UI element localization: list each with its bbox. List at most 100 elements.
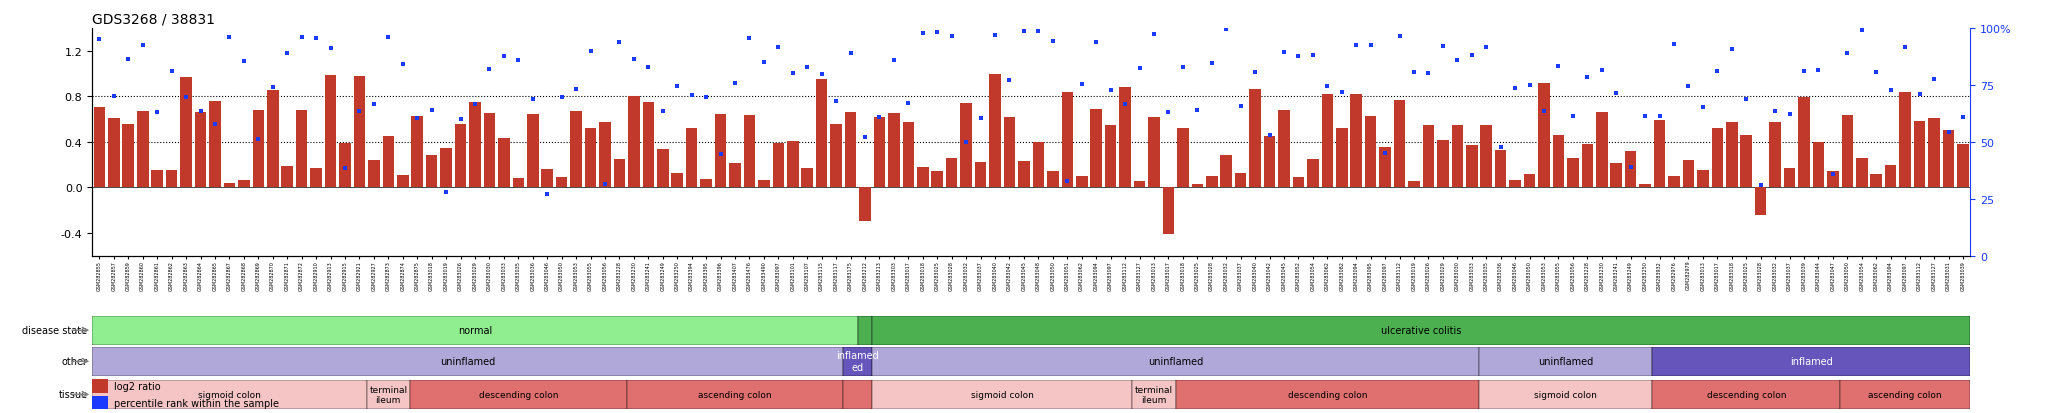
Bar [729, 163, 741, 188]
Point [602, 39, 635, 46]
Bar [1712, 129, 1722, 188]
Bar [1741, 135, 1751, 188]
Bar [872, 347, 1479, 376]
Bar [340, 143, 350, 188]
Bar [180, 78, 193, 188]
Bar [874, 118, 885, 188]
Bar [1292, 178, 1305, 188]
Bar [801, 169, 813, 188]
Point [1499, 86, 1532, 93]
Point [1094, 88, 1126, 94]
Bar [627, 380, 844, 409]
Point [573, 49, 606, 55]
Point [1817, 171, 1849, 178]
Point [1051, 179, 1083, 185]
Point [1253, 132, 1286, 138]
Bar [1321, 95, 1333, 188]
Text: descending colon: descending colon [1706, 390, 1786, 399]
Point [256, 85, 289, 91]
Bar [1552, 135, 1565, 188]
Bar [1178, 128, 1188, 188]
Point [299, 36, 332, 43]
Point [1759, 109, 1792, 115]
Text: other: other [61, 356, 88, 366]
Bar [166, 171, 178, 188]
Bar [643, 102, 653, 188]
Bar [1509, 180, 1522, 188]
Bar [1929, 119, 1939, 188]
Bar [903, 123, 913, 188]
Bar [858, 316, 872, 345]
Text: terminal
ileum: terminal ileum [1135, 385, 1174, 404]
Bar [860, 188, 870, 221]
Point [1008, 28, 1040, 35]
Bar [223, 184, 236, 188]
Point [1022, 29, 1055, 36]
Text: ulcerative colitis: ulcerative colitis [1380, 325, 1462, 335]
Text: ascending colon: ascending colon [698, 390, 772, 399]
Bar [815, 80, 827, 188]
Bar [369, 161, 379, 188]
Point [1182, 108, 1214, 114]
Point [545, 95, 578, 102]
Text: GDS3268 / 38831: GDS3268 / 38831 [92, 12, 215, 26]
Point [1513, 82, 1546, 89]
Bar [483, 114, 496, 188]
Point [1427, 44, 1460, 50]
Text: inflamed: inflamed [1790, 356, 1833, 366]
Point [762, 44, 795, 51]
Point [285, 35, 317, 42]
Point [719, 81, 752, 88]
Bar [1004, 117, 1016, 188]
Text: uninflamed: uninflamed [1149, 356, 1204, 366]
Bar [1335, 128, 1348, 188]
Bar [1090, 109, 1102, 188]
Point [1788, 68, 1821, 75]
Point [1831, 50, 1864, 57]
Bar [1249, 90, 1262, 188]
Bar [281, 166, 293, 188]
Bar [1264, 136, 1276, 188]
Point [127, 42, 160, 49]
Bar [1364, 117, 1376, 188]
Point [1903, 92, 1935, 98]
Text: inflamed
ed: inflamed ed [836, 351, 879, 372]
Point [1888, 44, 1921, 51]
Bar [1841, 116, 1853, 188]
Point [213, 35, 246, 41]
Point [705, 151, 737, 158]
Bar [700, 180, 713, 188]
Bar [1595, 113, 1608, 188]
Bar [1581, 145, 1593, 188]
Bar [1698, 170, 1708, 188]
Point [358, 102, 391, 108]
Bar [541, 170, 553, 188]
Point [1688, 105, 1720, 112]
Bar [1438, 141, 1448, 188]
Point [848, 134, 881, 141]
Bar [195, 113, 207, 188]
Point [633, 65, 666, 71]
Bar [426, 155, 438, 188]
Bar [92, 347, 844, 376]
Point [1745, 182, 1778, 189]
Point [516, 96, 549, 103]
Point [1556, 113, 1589, 120]
Bar [1378, 147, 1391, 188]
Point [98, 93, 131, 100]
Point [1137, 31, 1169, 38]
Point [1296, 52, 1329, 59]
Bar [772, 144, 784, 188]
Bar [786, 142, 799, 188]
Bar [209, 102, 221, 188]
Point [1079, 39, 1112, 46]
Point [936, 33, 969, 40]
Bar [1075, 177, 1087, 188]
Point [1485, 145, 1518, 152]
Point [141, 109, 174, 116]
Text: sigmoid colon: sigmoid colon [1534, 390, 1597, 399]
Bar [1221, 156, 1233, 188]
Bar [989, 75, 1001, 188]
Point [993, 78, 1026, 84]
Point [1442, 57, 1475, 64]
